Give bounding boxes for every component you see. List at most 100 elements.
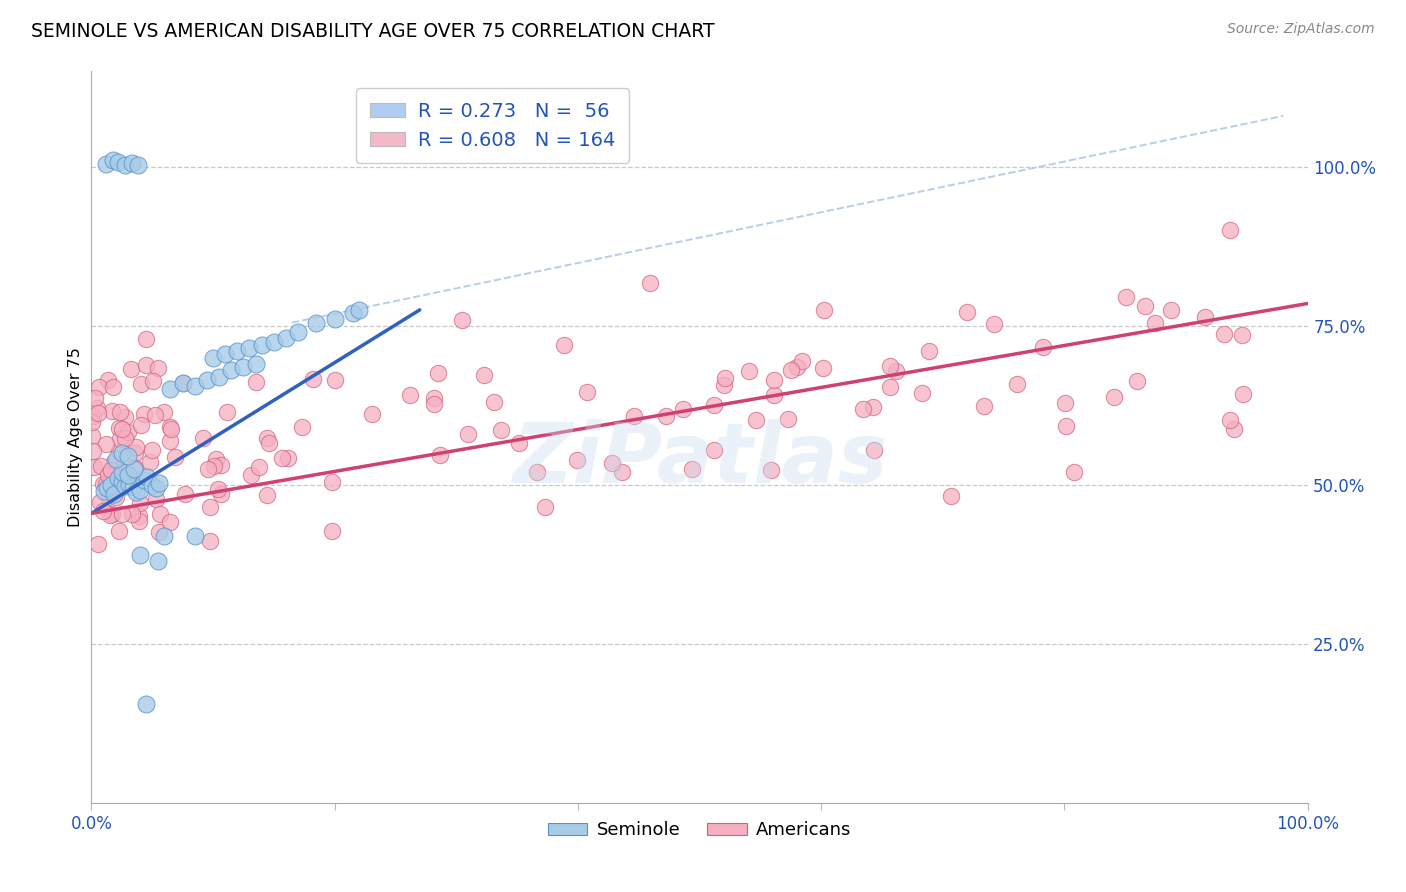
Point	[681, 462, 703, 476]
Point	[159, 434, 181, 448]
Point	[103, 487, 125, 501]
Point	[143, 408, 166, 422]
Point	[148, 525, 170, 540]
Point	[159, 420, 181, 434]
Point	[1133, 299, 1156, 313]
Point	[117, 425, 139, 439]
Point	[1219, 223, 1241, 237]
Point	[145, 492, 167, 507]
Point	[780, 363, 803, 377]
Point	[249, 459, 271, 474]
Point	[134, 407, 156, 421]
Point	[533, 500, 555, 515]
Point	[97, 490, 120, 504]
Point	[160, 422, 183, 436]
Point	[98, 469, 121, 483]
Point	[148, 475, 170, 490]
Point	[209, 487, 232, 501]
Point	[1125, 374, 1147, 388]
Point	[101, 507, 124, 521]
Point	[124, 461, 146, 475]
Point	[291, 420, 314, 434]
Point	[245, 375, 267, 389]
Point	[83, 460, 105, 475]
Point	[89, 495, 111, 509]
Point	[703, 443, 725, 458]
Point	[153, 529, 176, 543]
Point	[973, 400, 995, 414]
Point	[361, 407, 384, 421]
Point	[111, 465, 134, 479]
Point	[654, 409, 676, 423]
Point	[197, 462, 219, 476]
Point	[600, 456, 623, 470]
Point	[208, 369, 231, 384]
Point	[114, 479, 136, 493]
Point	[149, 507, 172, 521]
Point	[117, 468, 139, 483]
Point	[1222, 421, 1244, 435]
Point	[195, 373, 218, 387]
Point	[852, 401, 875, 416]
Point	[82, 409, 104, 423]
Text: ZiPatlas: ZiPatlas	[512, 418, 887, 500]
Point	[638, 276, 661, 290]
Point	[713, 377, 735, 392]
Point	[142, 375, 165, 389]
Text: Source: ZipAtlas.com: Source: ZipAtlas.com	[1227, 22, 1375, 37]
Point	[257, 436, 280, 450]
Point	[1232, 387, 1254, 401]
Point	[737, 364, 759, 378]
Point	[612, 465, 634, 479]
Point	[576, 384, 599, 399]
Point	[125, 485, 148, 500]
Point	[1213, 327, 1236, 342]
Point	[107, 471, 129, 485]
Point	[759, 463, 782, 477]
Point	[1115, 289, 1137, 303]
Point	[565, 453, 588, 467]
Point	[108, 405, 131, 419]
Point	[84, 391, 107, 405]
Point	[884, 364, 907, 378]
Point	[82, 444, 104, 458]
Point	[91, 504, 114, 518]
Point	[323, 312, 346, 326]
Point	[287, 325, 309, 339]
Point	[714, 370, 737, 384]
Point	[1219, 412, 1241, 426]
Point	[120, 362, 142, 376]
Point	[103, 153, 125, 168]
Point	[86, 401, 108, 415]
Point	[792, 354, 814, 368]
Point	[100, 477, 122, 491]
Point	[508, 436, 530, 450]
Point	[321, 524, 343, 538]
Point	[108, 524, 131, 538]
Point	[240, 467, 263, 482]
Point	[1063, 465, 1085, 479]
Point	[94, 477, 117, 491]
Point	[1143, 316, 1166, 330]
Point	[226, 344, 249, 359]
Point	[263, 334, 285, 349]
Point	[148, 554, 170, 568]
Point	[97, 373, 120, 387]
Point	[1032, 340, 1054, 354]
Point	[762, 373, 785, 387]
Point	[429, 448, 451, 462]
Point	[174, 487, 197, 501]
Point	[918, 344, 941, 359]
Point	[811, 360, 834, 375]
Point	[347, 302, 370, 317]
Point	[422, 397, 444, 411]
Point	[141, 442, 163, 457]
Point	[101, 404, 124, 418]
Point	[489, 423, 512, 437]
Point	[159, 515, 181, 529]
Point	[671, 401, 693, 416]
Point	[744, 413, 766, 427]
Point	[209, 458, 232, 472]
Point	[214, 347, 236, 361]
Point	[121, 507, 143, 521]
